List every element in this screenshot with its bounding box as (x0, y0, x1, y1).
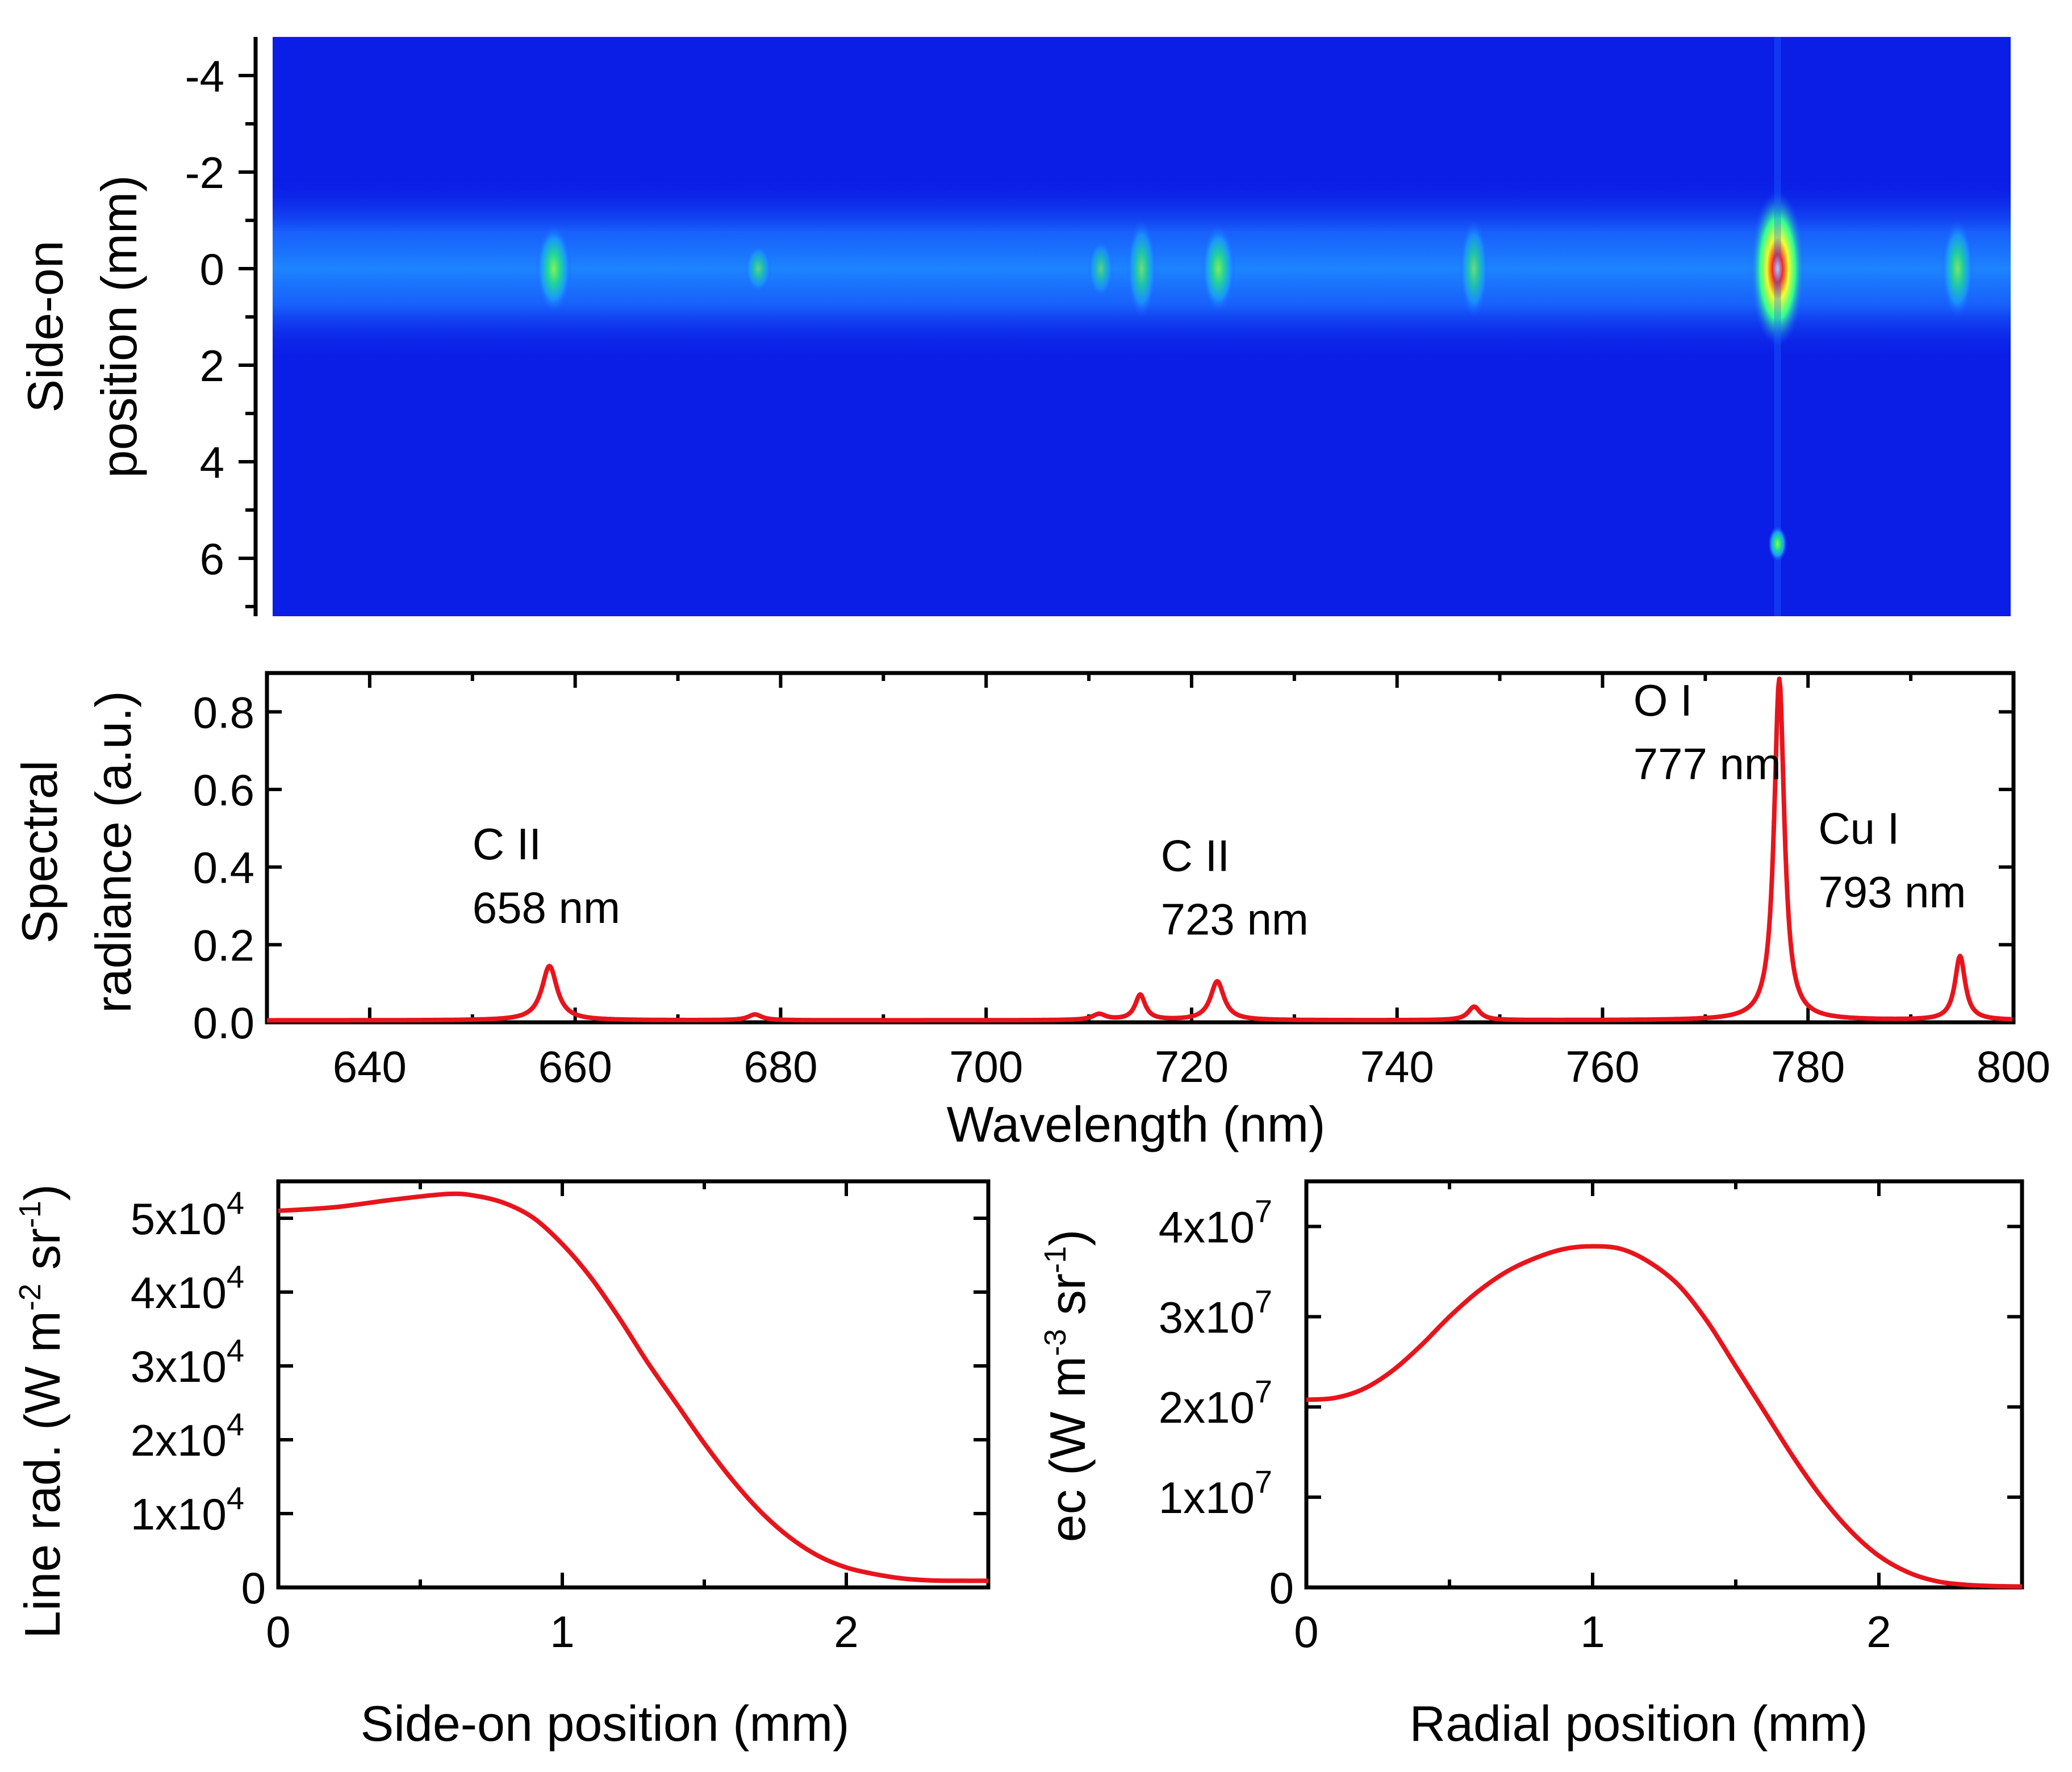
spectrum-curve (265, 676, 2014, 1023)
spectrum-xtick-label: 680 (743, 1042, 817, 1092)
peak-annotation-species: Cu I (1818, 804, 1899, 854)
line-radiance-ytick-label: 4x104 (131, 1259, 244, 1318)
emission-coefficient-panel: 0 1 2 0 1x107 2x107 3x107 4x107 Radial position… (1038, 1179, 2024, 1752)
emission-line-spot (1459, 220, 1489, 317)
line-radiance-xtick-label: 2 (834, 1607, 858, 1657)
spectrum-frame (265, 671, 2016, 1025)
image-ytick-label: 2 (200, 341, 224, 391)
image-ytick-label: 6 (200, 534, 224, 584)
emission-line-spot (536, 225, 572, 312)
image-ytick-label: -2 (185, 148, 224, 198)
peak-annotation-wavelength: 723 nm (1161, 895, 1309, 944)
line-radiance-xtick-label: 1 (550, 1607, 574, 1657)
spectral-image-panel: -4 -2 0 2 4 6 Side-on position (mm) (17, 37, 2011, 616)
spectrum-xtick-label: 660 (538, 1042, 612, 1092)
line-radiance-panel: 0 1 2 0 1x104 2x104 3x104 4x104 5x104 Side-on po… (13, 1179, 991, 1752)
line-radiance-ytick-label: 3x104 (131, 1332, 244, 1391)
spectrum-xtick-label: 640 (333, 1042, 407, 1092)
spectral-image-y-axis: -4 -2 0 2 4 6 (185, 37, 258, 616)
peak-annotation-wavelength: 658 nm (473, 883, 620, 933)
image-ylabel-line2: position (mm) (91, 175, 147, 478)
spectrum-panel: 640 660 680 700 720 740 760 780 800 0.0 0.2 0.4 0.6 0… (11, 671, 2050, 1152)
image-ytick-label: 4 (200, 437, 224, 487)
spectrum-xlabel: Wavelength (nm) (947, 1096, 1326, 1152)
image-ytick-label: -4 (185, 51, 224, 101)
spectrum-xtick-label: 720 (1155, 1042, 1229, 1092)
emission-line-spot (1941, 220, 1974, 317)
line-radiance-ytick-label: 5x104 (131, 1185, 244, 1244)
emission-coefficient-ytick-label: 2x107 (1159, 1373, 1272, 1432)
line-radiance-xtick-label: 0 (266, 1607, 290, 1657)
emission-line-spot-lower (1768, 526, 1787, 561)
spectrum-xtick-label: 700 (949, 1042, 1023, 1092)
line-radiance-ytick-label: 0 (241, 1563, 266, 1613)
image-ytick-label: 0 (200, 244, 224, 294)
emission-coefficient-xlabel: Radial position (mm) (1410, 1695, 1868, 1752)
emission-line-spot (1750, 191, 1805, 346)
spectral-image-content (273, 37, 2011, 616)
spectrum-ylabel-line2: radiance (a.u.) (85, 691, 141, 1013)
spectrum-ytick-label: 0.6 (193, 765, 254, 815)
emission-coefficient-frame (1304, 1179, 2024, 1590)
emission-coefficient-ytick-label: 0 (1269, 1563, 1294, 1613)
spectrum-xtick-label: 760 (1565, 1042, 1639, 1092)
spectrum-annotations: C II 658 nm C II 723 nm O I 777 nm Cu I 793 nm (473, 675, 1966, 944)
emission-line-streak (1774, 37, 1781, 616)
line-radiance-ytick-label: 2x104 (131, 1406, 244, 1465)
line-radiance-axes: 0 1 2 0 1x104 2x104 3x104 4x104 5x104 (131, 1179, 991, 1657)
peak-annotation-species: C II (473, 819, 541, 869)
spectrum-xtick-label: 780 (1771, 1042, 1845, 1092)
peak-annotation-species: C II (1161, 831, 1230, 881)
emission-coefficient-ytick-label: 4x107 (1159, 1193, 1272, 1252)
emission-coefficient-xtick-label: 1 (1580, 1607, 1605, 1657)
spectrum-xtick-label: 800 (1977, 1042, 2050, 1092)
emission-coefficient-xtick-label: 0 (1294, 1607, 1318, 1657)
spectrum-ytick-label: 0.0 (193, 998, 254, 1048)
emission-line-spot (745, 244, 772, 293)
spectrum-xtick-label: 740 (1360, 1042, 1434, 1092)
line-radiance-xlabel: Side-on position (mm) (361, 1695, 850, 1752)
spectrum-ytick-label: 0.4 (193, 843, 254, 893)
emission-coefficient-xtick-label: 2 (1866, 1607, 1891, 1657)
spectrum-ytick-label: 0.2 (193, 920, 254, 970)
emission-coefficient-ytick-label: 1x107 (1159, 1464, 1272, 1523)
emission-line-spot (1201, 225, 1235, 312)
peak-annotation-species: O I (1634, 675, 1693, 725)
spectrum-ytick-label: 0.8 (193, 687, 254, 737)
peak-annotation-wavelength: 793 nm (1818, 867, 1966, 917)
emission-line-spot (1088, 240, 1114, 298)
emission-coefficient-axes: 0 1 2 0 1x107 2x107 3x107 4x107 (1159, 1179, 2024, 1657)
peak-annotation-wavelength: 777 nm (1634, 739, 1781, 789)
image-ylabel-line1: Side-on (17, 240, 73, 412)
emission-coefficient-ytick-label: 3x107 (1159, 1283, 1272, 1342)
emission-line-spot (1126, 220, 1157, 317)
emission-coefficient-curve (1306, 1244, 2023, 1589)
line-radiance-ytick-label: 1x104 (131, 1480, 244, 1539)
spectrum-axes: 640 660 680 700 720 740 760 780 800 0.0 0.2 0.4 0.6 0… (193, 671, 2050, 1092)
line-radiance-frame (276, 1179, 991, 1590)
line-radiance-curve (278, 1191, 989, 1583)
spectrum-ylabel-line1: Spectral (11, 760, 68, 944)
emission-coefficient-ylabel: ec (W m-3 sr-1) (1038, 1230, 1096, 1543)
line-radiance-ylabel: Line rad. (W m-2 sr-1) (13, 1184, 70, 1639)
